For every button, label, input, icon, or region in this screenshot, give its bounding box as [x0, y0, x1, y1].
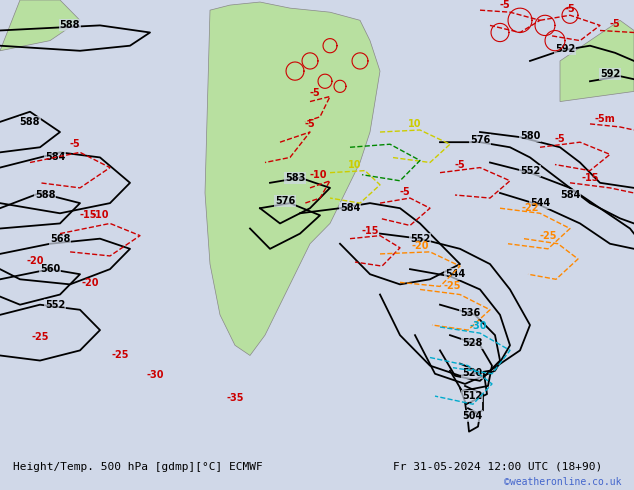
Text: 512: 512	[462, 391, 482, 401]
Text: 576: 576	[275, 196, 295, 206]
Text: -25: -25	[540, 231, 557, 241]
Text: -15: -15	[79, 210, 97, 221]
Text: -30: -30	[146, 370, 164, 380]
Text: 528: 528	[462, 338, 482, 348]
Text: 552: 552	[410, 234, 430, 244]
Text: -25: -25	[111, 349, 129, 360]
Text: 592: 592	[555, 44, 575, 54]
Text: -5: -5	[304, 119, 315, 129]
Text: 504: 504	[462, 412, 482, 421]
Text: -15: -15	[361, 225, 378, 236]
Text: 588: 588	[35, 190, 55, 200]
Text: -20: -20	[26, 256, 44, 266]
Text: -35: -35	[226, 393, 243, 403]
Text: 560: 560	[40, 264, 60, 274]
Text: -10: -10	[91, 210, 109, 221]
Text: -5: -5	[455, 160, 465, 170]
Text: Fr 31-05-2024 12:00 UTC (18+90): Fr 31-05-2024 12:00 UTC (18+90)	[393, 462, 602, 472]
Text: ©weatheronline.co.uk: ©weatheronline.co.uk	[504, 477, 621, 487]
Text: -10: -10	[309, 170, 327, 180]
Text: -20: -20	[81, 278, 99, 289]
Text: 584: 584	[340, 203, 360, 213]
Text: 10: 10	[408, 119, 422, 129]
Text: -5: -5	[399, 187, 410, 197]
Text: 536: 536	[460, 308, 480, 318]
Text: 544: 544	[530, 198, 550, 208]
Text: -5m: -5m	[595, 114, 616, 124]
Text: -5: -5	[70, 139, 81, 149]
Text: 580: 580	[520, 131, 540, 141]
Polygon shape	[0, 0, 80, 51]
Text: -5: -5	[610, 20, 621, 29]
Text: 520: 520	[462, 368, 482, 378]
Text: -25: -25	[443, 281, 461, 292]
Text: -15: -15	[581, 173, 598, 183]
Text: -20: -20	[411, 241, 429, 251]
Text: -5: -5	[500, 0, 510, 10]
Text: 568: 568	[50, 234, 70, 244]
Text: 552: 552	[520, 166, 540, 175]
Text: 552: 552	[45, 300, 65, 310]
Text: -5: -5	[309, 89, 320, 98]
Text: 588: 588	[60, 21, 81, 30]
Text: 584: 584	[45, 152, 65, 162]
Text: 583: 583	[285, 173, 305, 183]
Text: 576: 576	[470, 135, 490, 145]
Text: -30: -30	[469, 321, 487, 331]
Text: 10: 10	[348, 160, 362, 170]
Text: 544: 544	[445, 269, 465, 279]
Text: 584: 584	[560, 190, 580, 200]
Text: 588: 588	[20, 117, 40, 127]
Text: -22: -22	[521, 203, 539, 213]
Text: -25: -25	[31, 332, 49, 342]
Text: 592: 592	[600, 69, 620, 79]
Polygon shape	[205, 2, 380, 355]
Text: Height/Temp. 500 hPa [gdmp][°C] ECMWF: Height/Temp. 500 hPa [gdmp][°C] ECMWF	[13, 462, 262, 472]
Text: -5: -5	[555, 134, 566, 144]
Text: -5: -5	[565, 4, 576, 14]
Polygon shape	[560, 20, 634, 101]
